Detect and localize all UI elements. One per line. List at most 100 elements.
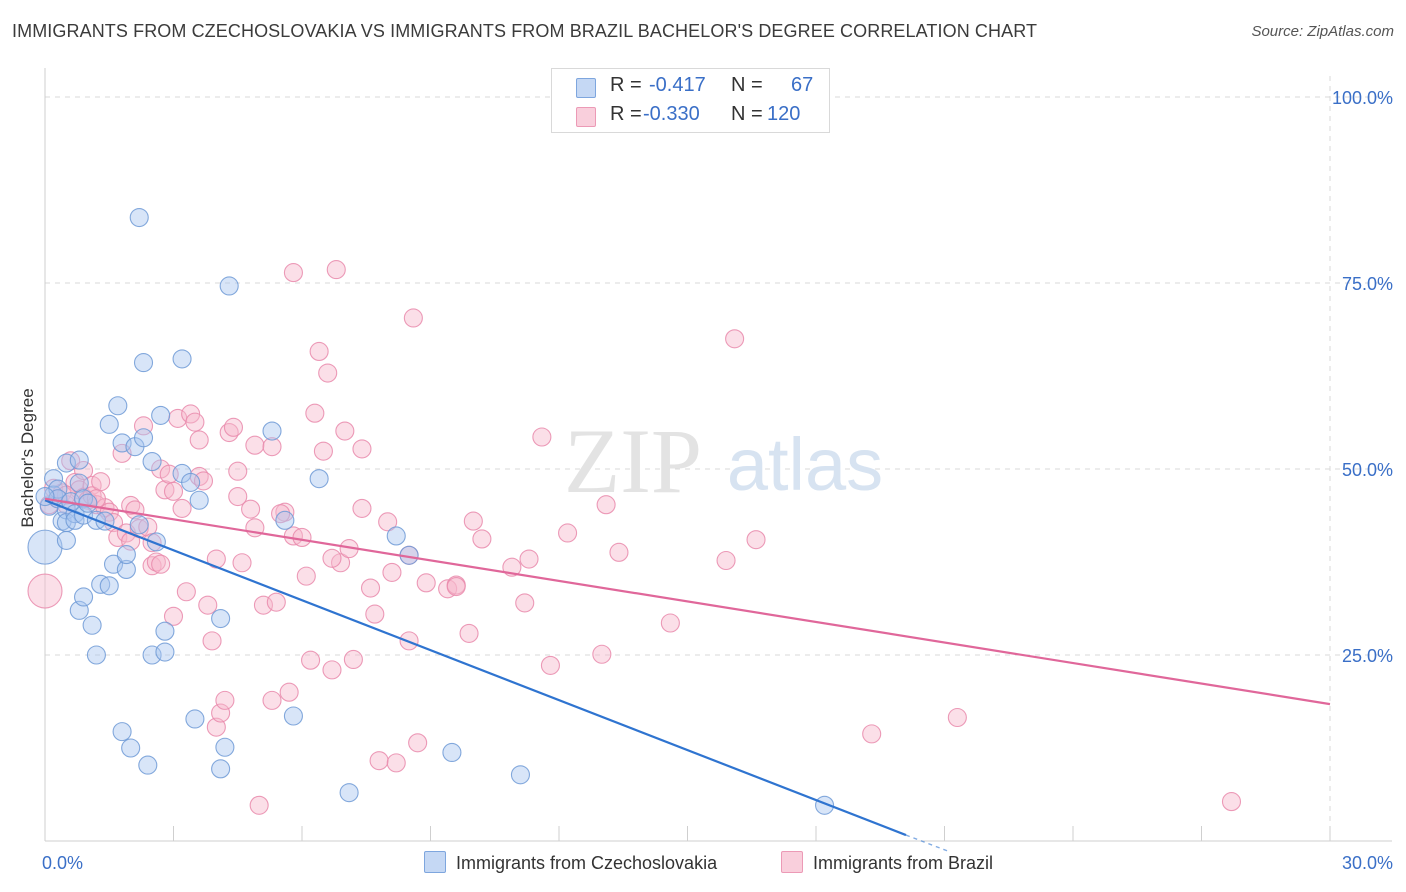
brazil-point <box>519 549 539 569</box>
czechoslovakia-point <box>172 349 192 369</box>
brazil-trend-line <box>44 497 1331 706</box>
legend-swatch-pink <box>576 107 596 127</box>
brazil-point <box>301 650 321 670</box>
czechoslovakia-point <box>82 615 102 635</box>
czechoslovakia-trend-line <box>44 499 907 837</box>
bottom-legend-swatch-blue <box>424 851 446 873</box>
brazil-point <box>262 437 282 457</box>
brazil-point <box>609 542 629 562</box>
brazil-point <box>202 631 222 651</box>
brazil-point <box>296 566 316 586</box>
brazil-point <box>176 582 196 602</box>
czechoslovakia-point <box>74 587 94 607</box>
czechoslovakia-point <box>108 396 128 416</box>
czechoslovakia-point <box>442 742 462 763</box>
brazil-point <box>27 573 63 609</box>
czechoslovakia-point <box>211 759 231 779</box>
czechoslovakia-point <box>138 755 158 775</box>
brazil-point <box>74 460 94 481</box>
brazil-point <box>313 441 333 461</box>
brazil-point <box>1221 792 1242 812</box>
brazil-point <box>249 795 269 815</box>
brazil-point <box>198 595 218 615</box>
legend-swatch-blue <box>576 78 596 98</box>
brazil-point <box>163 481 184 501</box>
czechoslovakia-point <box>69 450 89 470</box>
czechoslovakia-point <box>262 421 282 441</box>
brazil-point <box>532 427 552 447</box>
czechoslovakia-point <box>155 642 175 662</box>
czechoslovakia-point <box>116 545 136 565</box>
brazil-point <box>228 461 248 481</box>
czechoslovakia-point <box>283 706 303 726</box>
brazil-point <box>91 472 111 492</box>
legend-r-value-blue: -0.417 <box>649 74 706 96</box>
czechoslovakia-point <box>386 526 406 546</box>
brazil-point <box>369 751 389 771</box>
czechoslovakia-point <box>121 738 141 758</box>
brazil-point <box>725 329 745 349</box>
axes <box>44 68 1392 842</box>
y-tick-label: 75.0% <box>1342 274 1393 294</box>
y-axis-label: Bachelor's Degree <box>18 388 37 528</box>
czechoslovakia-point <box>151 405 171 425</box>
legend-r-value-pink: -0.330 <box>643 103 700 125</box>
tick-labels: 25.0% 50.0% 75.0% 100.0% 0.0% 30.0% <box>42 88 1393 873</box>
brazil-point <box>232 553 252 573</box>
brazil-point <box>716 550 736 571</box>
czechoslovakia-point <box>219 276 239 296</box>
brazil-point <box>378 512 398 532</box>
czechoslovakia-point <box>185 709 205 729</box>
legend-n-label: N = <box>731 103 763 125</box>
brazil-point <box>592 644 612 664</box>
brazil-point <box>335 421 355 441</box>
brazil-point <box>163 606 184 626</box>
czechoslovakia-points <box>27 207 835 815</box>
brazil-point <box>558 523 578 543</box>
y-tick-label: 50.0% <box>1342 460 1393 480</box>
trend-lines <box>44 497 1331 853</box>
brazil-point <box>515 593 535 613</box>
brazil-point <box>151 554 171 574</box>
brazil-point <box>352 498 372 518</box>
brazil-point <box>330 553 351 573</box>
bottom-legend-swatch-pink <box>781 851 803 873</box>
czechoslovakia-point <box>309 469 329 489</box>
x-tick-label-max: 30.0% <box>1342 853 1393 873</box>
brazil-point <box>746 530 766 550</box>
brazil-point <box>172 498 192 518</box>
brazil-point <box>189 430 209 450</box>
czechoslovakia-point <box>78 493 98 513</box>
legend-r-label: R = <box>610 103 642 125</box>
brazil-points <box>27 260 1242 815</box>
brazil-point <box>660 613 680 633</box>
brazil-point <box>223 417 244 437</box>
czechoslovakia-point <box>86 645 106 665</box>
bottom-legend-czechoslovakia: Immigrants from Czechoslovakia <box>424 851 717 874</box>
brazil-point <box>318 363 338 383</box>
czechoslovakia-point <box>510 765 531 785</box>
brazil-point <box>185 412 205 432</box>
y-tick-label: 25.0% <box>1342 646 1393 666</box>
czechoslovakia-trend-extension <box>905 834 950 853</box>
legend-n-label: N = <box>731 74 763 96</box>
source-label: Source: ZipAtlas.com <box>1251 23 1394 40</box>
czechoslovakia-point <box>339 783 359 803</box>
czechoslovakia-point <box>133 353 154 373</box>
brazil-point <box>215 690 235 710</box>
czechoslovakia-point <box>181 472 201 492</box>
brazil-point <box>206 717 226 737</box>
watermark: ZIP atlas <box>564 410 883 512</box>
brazil-point <box>266 592 286 612</box>
czechoslovakia-point <box>129 207 149 228</box>
bottom-legend-label-czechoslovakia: Immigrants from Czechoslovakia <box>456 853 718 873</box>
chart-title: IMMIGRANTS FROM CZECHOSLOVAKIA VS IMMIGR… <box>12 21 1038 41</box>
brazil-point <box>228 486 248 507</box>
brazil-point <box>245 435 265 455</box>
y-tick-label: 100.0% <box>1332 88 1393 108</box>
czechoslovakia-point <box>133 428 154 448</box>
czechoslovakia-point <box>116 559 136 579</box>
brazil-point <box>463 511 483 531</box>
x-tick-label-min: 0.0% <box>42 853 83 873</box>
